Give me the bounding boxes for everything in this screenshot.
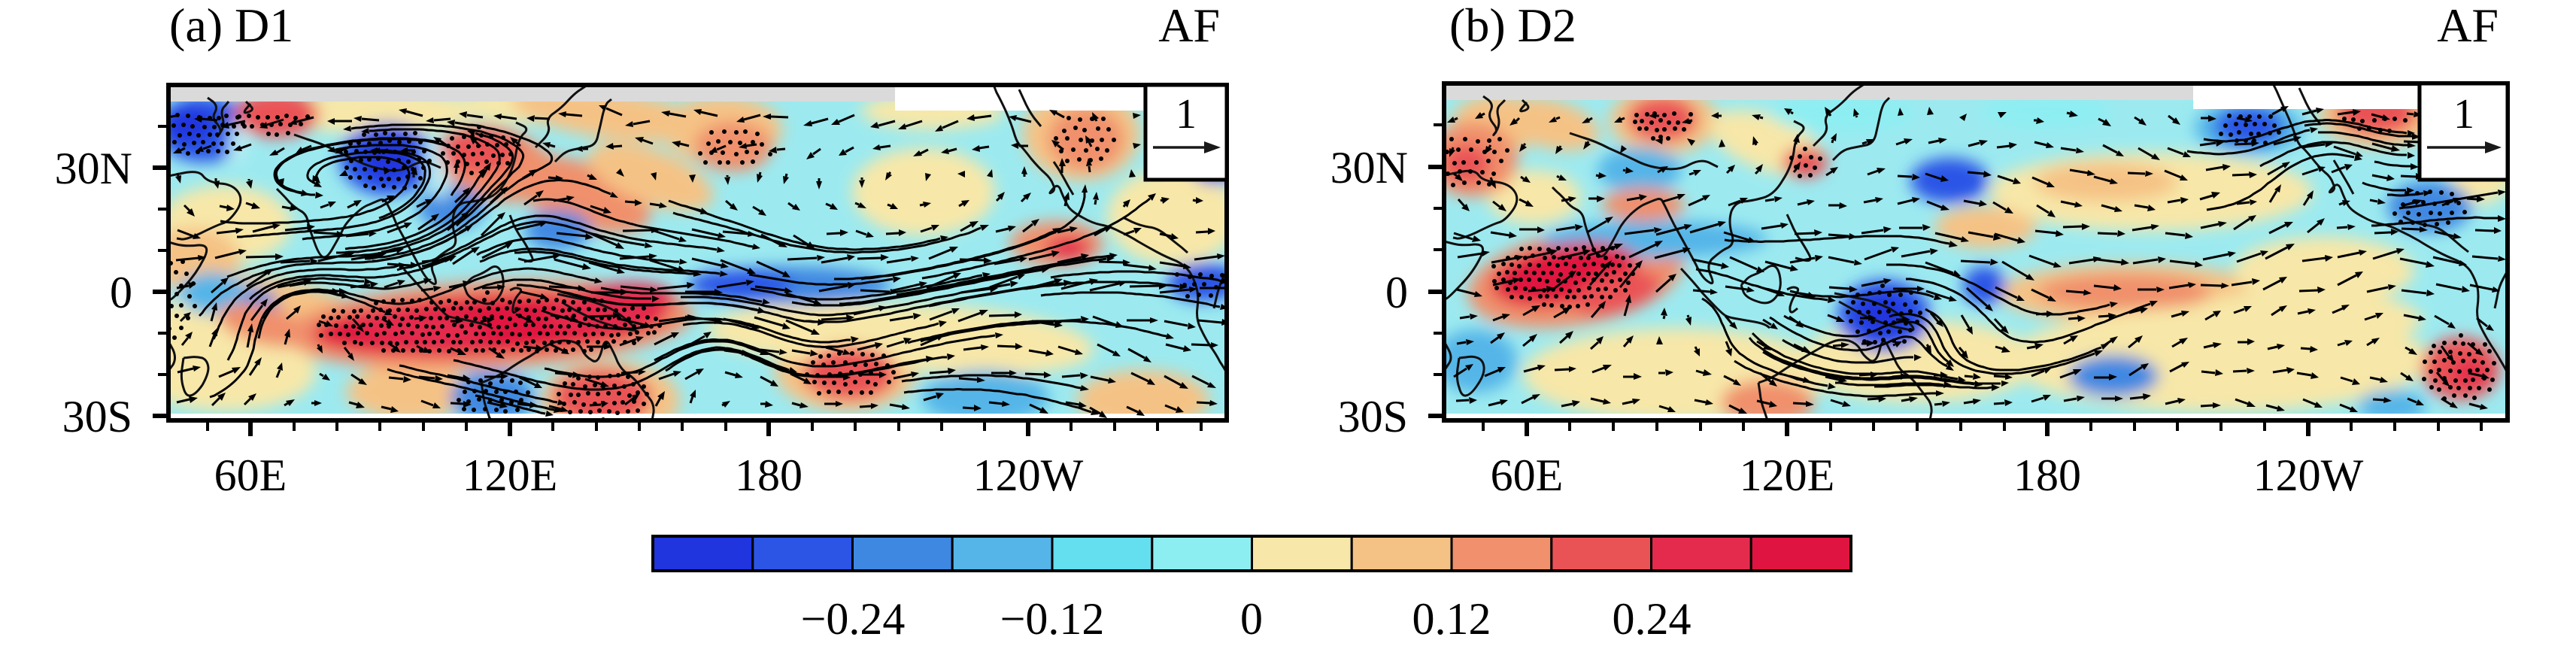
svg-text:0: 0 xyxy=(1385,268,1408,317)
svg-text:−0.12: −0.12 xyxy=(1000,594,1105,642)
svg-text:60E: 60E xyxy=(214,450,287,500)
svg-text:120E: 120E xyxy=(1740,450,1835,500)
svg-text:(a) D1: (a) D1 xyxy=(169,0,293,52)
svg-text:120E: 120E xyxy=(463,450,558,500)
svg-text:180: 180 xyxy=(2013,450,2081,500)
svg-text:30S: 30S xyxy=(62,392,132,441)
svg-text:(b) D2: (b) D2 xyxy=(1449,0,1576,52)
svg-text:1: 1 xyxy=(2453,91,2474,138)
svg-text:0.12: 0.12 xyxy=(1412,594,1491,642)
svg-text:30N: 30N xyxy=(55,144,132,193)
svg-text:120W: 120W xyxy=(2253,450,2364,500)
svg-text:AF: AF xyxy=(2437,0,2499,52)
svg-text:60E: 60E xyxy=(1491,450,1564,500)
svg-text:AF: AF xyxy=(1158,0,1220,52)
svg-text:30N: 30N xyxy=(1330,143,1408,193)
svg-text:0: 0 xyxy=(110,268,132,317)
svg-text:180: 180 xyxy=(735,450,803,500)
svg-text:1: 1 xyxy=(1176,91,1197,138)
svg-text:30S: 30S xyxy=(1338,392,1408,441)
svg-text:120W: 120W xyxy=(973,450,1084,500)
svg-text:0: 0 xyxy=(1240,594,1263,642)
svg-text:0.24: 0.24 xyxy=(1613,594,1692,642)
svg-text:−0.24: −0.24 xyxy=(801,594,906,642)
